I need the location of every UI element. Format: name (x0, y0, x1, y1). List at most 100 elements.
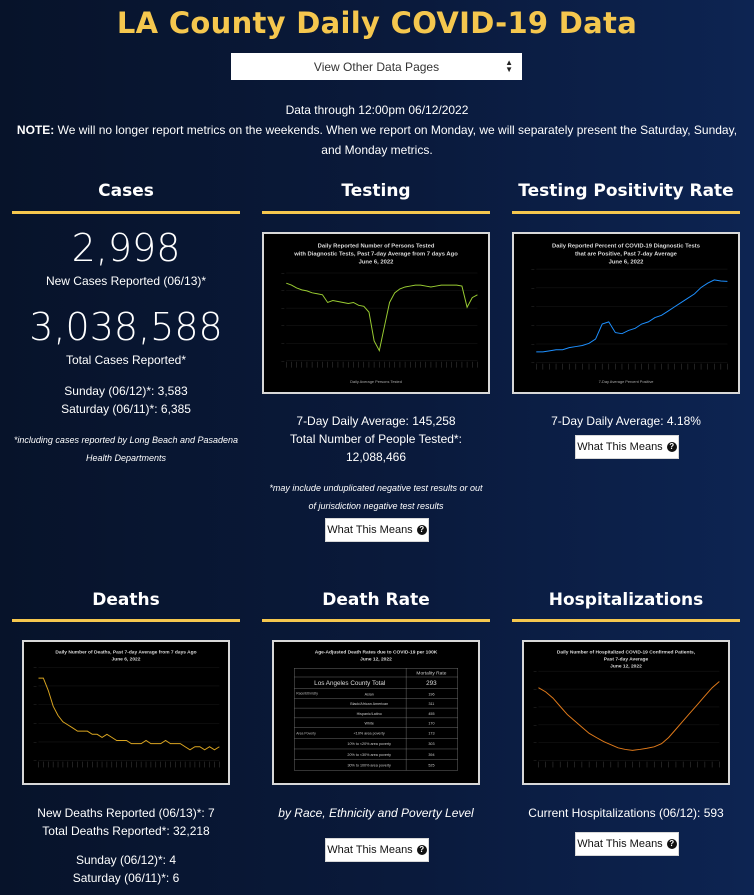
cases-footnote-1: *including cases reported by Long Beach … (13, 435, 239, 445)
testing-footnote-1: *may include unduplicated negative test … (269, 483, 483, 493)
death-rate-row-label: White (364, 722, 373, 726)
testing-chart-title-1: Daily Reported Number of Persons Tested (318, 244, 435, 250)
death-rate-row-label: 10% to <20% area poverty (347, 742, 391, 746)
testing-chart-title-2: with Diagnostic Tests, Past 7-day Averag… (293, 251, 458, 257)
data-pages-select-label: View Other Data Pages (313, 59, 440, 74)
positivity-chart-title-1: Daily Reported Percent of COVID-19 Diagn… (552, 244, 701, 250)
death-rate-row-label: 30% to 100% area poverty (347, 763, 391, 767)
deaths-rule (12, 619, 240, 622)
positivity-plot: — — — — — — (531, 267, 728, 370)
testing-total-label: Total Number of People Tested*: (290, 432, 462, 446)
testing-chart-svg: Daily Reported Number of Persons Tested … (281, 244, 478, 384)
data-pages-select[interactable]: View Other Data Pages ▲ ▼ (231, 53, 522, 80)
deaths-tick-label: — (34, 721, 37, 725)
deaths-tick-label: — (34, 665, 37, 669)
deaths-series-line (38, 677, 220, 751)
positivity-legend: 7-Day Average Percent Positive (599, 379, 654, 384)
death-rate-rule (262, 619, 490, 622)
cases-heading: Cases (98, 181, 154, 201)
testing-heading: Testing (341, 181, 411, 201)
testing-tick-label: — (281, 306, 284, 310)
death-rate-grid (294, 668, 458, 771)
data-through-text: Data through 12:00pm 06/12/2022 (285, 103, 469, 117)
deaths-sunday: Sunday (06/12)*: 4 (75, 853, 177, 867)
death-rate-row-value: 196 (428, 692, 434, 696)
hosp-chart-title-1: Daily Number of Hospitalized COVID-19 Co… (557, 650, 696, 656)
deaths-new: New Deaths Reported (06/13)*: 7 (37, 806, 215, 820)
deaths-chart-title-1: Daily Number of Deaths, Past 7-day Avera… (55, 650, 196, 656)
page-title: LA County Daily COVID-19 Data (116, 6, 638, 40)
death-rate-what-this-means-button[interactable]: What This Means? (325, 838, 429, 862)
hosp-tick-label: — (534, 723, 537, 727)
deaths-saturday: Saturday (06/11)*: 6 (72, 871, 180, 885)
deaths-total: Total Deaths Reported*: 32,218 (42, 824, 210, 838)
hospitalizations-rule (512, 619, 740, 622)
la-total-value: 293 (426, 680, 437, 687)
deaths-tick-label: — (34, 759, 37, 763)
hosp-series-line (538, 681, 720, 751)
positivity-what-this-means-button[interactable]: What This Means? (575, 435, 679, 459)
death-rate-row-value: 170 (428, 722, 434, 726)
death-rate-row-label: Asian (365, 692, 374, 696)
testing-plot: — — — — — — (281, 271, 478, 368)
positivity-series-line (536, 279, 728, 353)
death-rate-row-value: 455 (428, 712, 434, 716)
death-rate-row-value: 311 (428, 702, 434, 706)
testing-chart: Daily Reported Number of Persons Tested … (262, 232, 490, 394)
death-rate-row-label: Hispanic/Latino (357, 712, 382, 716)
death-rate-row-value: 525 (428, 763, 434, 767)
new-cases-value: 2,998 (71, 226, 181, 270)
death-rate-title-2: June 12, 2022 (360, 656, 392, 662)
hosp-tick-label: — (534, 759, 537, 763)
death-rate-button-label: What This Means (327, 844, 413, 856)
note-text: We will no longer report metrics on the … (54, 123, 738, 137)
testing-chart-title-3: June 6, 2022 (359, 259, 395, 265)
notice: Data through 12:00pm 06/12/2022 NOTE: We… (0, 100, 754, 160)
testing-tick-label: — (281, 324, 284, 328)
cases-footnote-2: Health Departments (85, 453, 167, 463)
total-cases-label: Total Cases Reported* (65, 353, 187, 367)
death-rate-heading: Death Rate (322, 590, 430, 610)
race-group-label: Race/Ethnicity (296, 692, 318, 696)
hospitalizations-chart: Daily Number of Hospitalized COVID-19 Co… (522, 640, 730, 785)
hosp-chart-title-3: June 12, 2022 (610, 663, 642, 669)
hosp-tick-label: — (534, 669, 537, 673)
question-icon: ? (416, 525, 427, 535)
positivity-rule (512, 211, 740, 214)
testing-series-line (286, 282, 478, 353)
cases-sunday: Sunday (06/12)*: 3,583 (64, 384, 188, 398)
hospitalizations-heading: Hospitalizations (548, 590, 704, 610)
question-icon: ? (666, 839, 677, 849)
deaths-tick-label: — (34, 703, 37, 707)
positivity-tick-label: — (531, 267, 534, 271)
positivity-tick-label: — (531, 361, 534, 365)
question-icon: ? (416, 845, 427, 855)
deaths-chart-svg: Daily Number of Deaths, Past 7-day Avera… (34, 650, 220, 768)
death-rate-row-value: 173 (428, 731, 434, 735)
hosp-tick-label: — (534, 741, 537, 745)
positivity-chart-title-2: that are Positive, Past 7-day Average (575, 251, 678, 257)
positivity-chart: Daily Reported Percent of COVID-19 Diagn… (512, 232, 740, 394)
positivity-tick-label: — (531, 286, 534, 290)
death-rate-row-value: 303 (428, 742, 434, 746)
positivity-button-label: What This Means (577, 441, 663, 453)
death-rate-caption: by Race, Ethnicity and Poverty Level (278, 806, 474, 820)
testing-footnote-2: of jurisdiction negative test results (308, 501, 444, 511)
chevron-updown-icon: ▲ ▼ (505, 58, 513, 74)
deaths-chart: Daily Number of Deaths, Past 7-day Avera… (22, 640, 230, 785)
total-cases-value: 3,038,588 (29, 305, 223, 349)
hospitalizations-what-this-means-button[interactable]: What This Means? (575, 832, 679, 856)
deaths-plot: — — — — — — (34, 665, 220, 768)
testing-what-this-means-button[interactable]: What This Means? (325, 518, 429, 542)
hosp-button-label: What This Means (577, 838, 663, 850)
hosp-tick-label: — (534, 705, 537, 709)
testing-tick-label: — (281, 289, 284, 293)
positivity-tick-label: — (531, 342, 534, 346)
deaths-chart-title-2: June 6, 2022 (112, 656, 141, 662)
poverty-group-label: Area Poverty (296, 731, 316, 735)
hospitalizations-chart-svg: Daily Number of Hospitalized COVID-19 Co… (534, 650, 720, 768)
deaths-tick-label: — (34, 684, 37, 688)
testing-tick-label: — (281, 271, 284, 275)
positivity-average: 7-Day Daily Average: 4.18% (551, 414, 701, 428)
positivity-chart-title-3: June 6, 2022 (609, 259, 645, 265)
